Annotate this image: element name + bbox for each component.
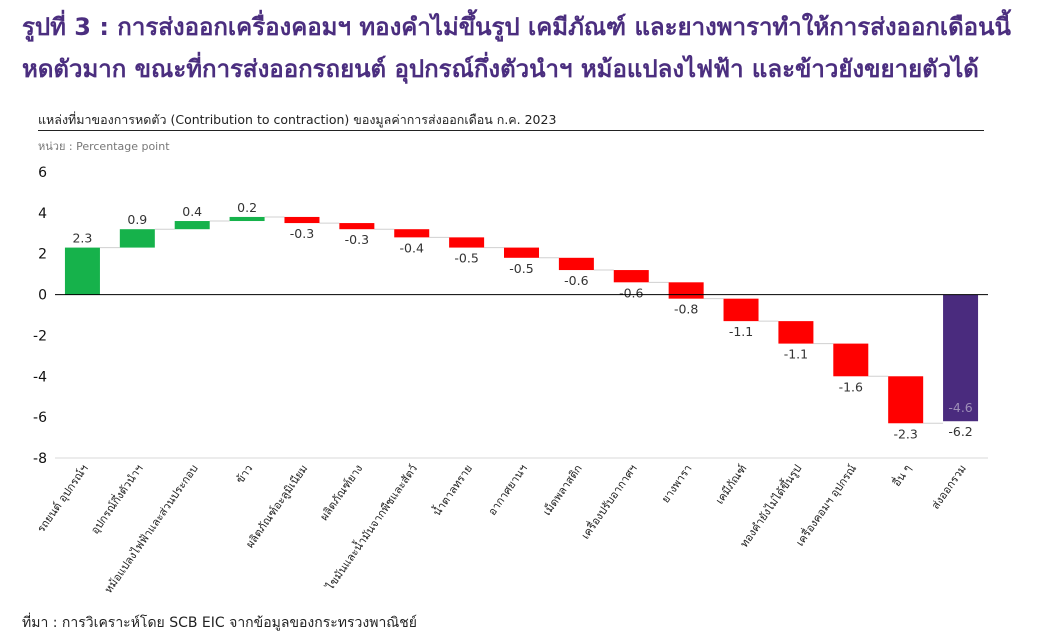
chart-subtitle: แหล่งที่มาของการหดตัว (Contribution to c… bbox=[38, 112, 557, 127]
y-tick-label: 0 bbox=[38, 288, 47, 304]
total-inner-label: -4.6 bbox=[948, 400, 972, 415]
data-label: -0.5 bbox=[509, 261, 533, 276]
data-label: -0.8 bbox=[674, 302, 698, 317]
y-tick-label: 4 bbox=[38, 206, 47, 222]
data-label: 0.2 bbox=[237, 200, 257, 215]
y-tick-label: -8 bbox=[33, 451, 47, 467]
y-tick-label: -2 bbox=[33, 328, 47, 344]
bar bbox=[339, 223, 375, 230]
x-category-label: อุปกรณ์กึ่งตัวนำฯ bbox=[87, 461, 146, 536]
bar bbox=[888, 376, 924, 424]
data-label: -2.3 bbox=[893, 426, 917, 441]
data-label: -1.6 bbox=[839, 379, 863, 394]
bar bbox=[558, 257, 594, 271]
x-category-label: รถยนต์ อุปกรณ์ฯ bbox=[35, 462, 91, 535]
bar bbox=[668, 282, 704, 299]
x-category-label: เครื่องคอมฯ อุปกรณ์ bbox=[792, 461, 860, 548]
source-note: ที่มา : การวิเคราะห์โดย SCB EIC จากข้อมู… bbox=[22, 615, 418, 631]
x-category-label: เคมีภัณฑ์ bbox=[713, 462, 749, 506]
bar bbox=[174, 221, 210, 230]
data-label: -0.6 bbox=[619, 285, 643, 300]
bar bbox=[119, 229, 155, 248]
y-tick-label: -4 bbox=[33, 369, 47, 385]
bar bbox=[449, 237, 485, 248]
x-category-label: น้ำตาลทราย bbox=[429, 461, 475, 518]
data-label: 0.9 bbox=[127, 212, 147, 227]
bar bbox=[613, 270, 649, 283]
data-label: -0.4 bbox=[400, 240, 424, 255]
x-category-label: หม้อแปลงไฟฟ้าและส่วนประกอบ bbox=[102, 462, 201, 595]
bar bbox=[229, 216, 265, 222]
unit-label: หน่วย : Percentage point bbox=[38, 140, 170, 153]
headline-line-1: รูปที่ 3 : การส่งออกเครื่องคอมฯ ทองคำไม่… bbox=[22, 13, 1011, 41]
x-category-label: ไขมันและน้ำมันจากพืชและสัตว์ bbox=[321, 461, 420, 593]
x-category-label: อากาศยานฯ bbox=[486, 462, 530, 518]
x-category-label: เม็ดพลาสติก bbox=[540, 462, 585, 518]
bar bbox=[394, 229, 430, 238]
chart-headline: รูปที่ 3 : การส่งออกเครื่องคอมฯ ทองคำไม่… bbox=[22, 6, 1032, 90]
x-category-label: ผลิตภัณฑ์ยาง bbox=[317, 462, 365, 523]
data-label: -1.1 bbox=[729, 324, 753, 339]
bar bbox=[284, 216, 320, 224]
bar bbox=[833, 343, 869, 377]
data-label: 2.3 bbox=[72, 231, 92, 246]
x-category-label: ข้าว bbox=[233, 462, 255, 486]
x-category-label: ผลิตภัณฑ์อะลูมิเนียม bbox=[243, 462, 310, 550]
x-category-label: เครื่องปรับอากาศฯ bbox=[577, 461, 640, 541]
y-tick-label: -6 bbox=[33, 410, 47, 426]
data-label: -0.6 bbox=[564, 273, 588, 288]
bar bbox=[943, 294, 979, 422]
bar bbox=[504, 247, 539, 258]
x-category-label: อื่น ๆ bbox=[888, 461, 914, 489]
data-label: -1.1 bbox=[784, 347, 808, 362]
data-label: -0.3 bbox=[345, 232, 369, 247]
data-label: -0.3 bbox=[290, 226, 314, 241]
data-label: 0.4 bbox=[182, 204, 202, 219]
y-tick-label: 6 bbox=[38, 165, 47, 181]
x-category-label: ส่งออกรวม bbox=[929, 462, 969, 511]
data-label: -0.5 bbox=[454, 251, 478, 266]
data-label: -6.2 bbox=[948, 424, 972, 439]
bar bbox=[723, 298, 759, 322]
waterfall-chart: 6 4 2 0 -2 -4 -6 -8 2.3 0.9 0.4 0.2 -0.3 -0.3 -0.4 -0.5… bbox=[33, 165, 988, 596]
bar bbox=[64, 247, 100, 295]
x-category-label: ยางพารา bbox=[659, 462, 695, 505]
headline-line-2: หดตัวมาก ขณะที่การส่งออกรถยนต์ อุปกรณ์กึ… bbox=[22, 55, 979, 83]
bar bbox=[778, 321, 814, 344]
y-tick-label: 2 bbox=[38, 247, 47, 263]
title-divider bbox=[38, 130, 984, 131]
